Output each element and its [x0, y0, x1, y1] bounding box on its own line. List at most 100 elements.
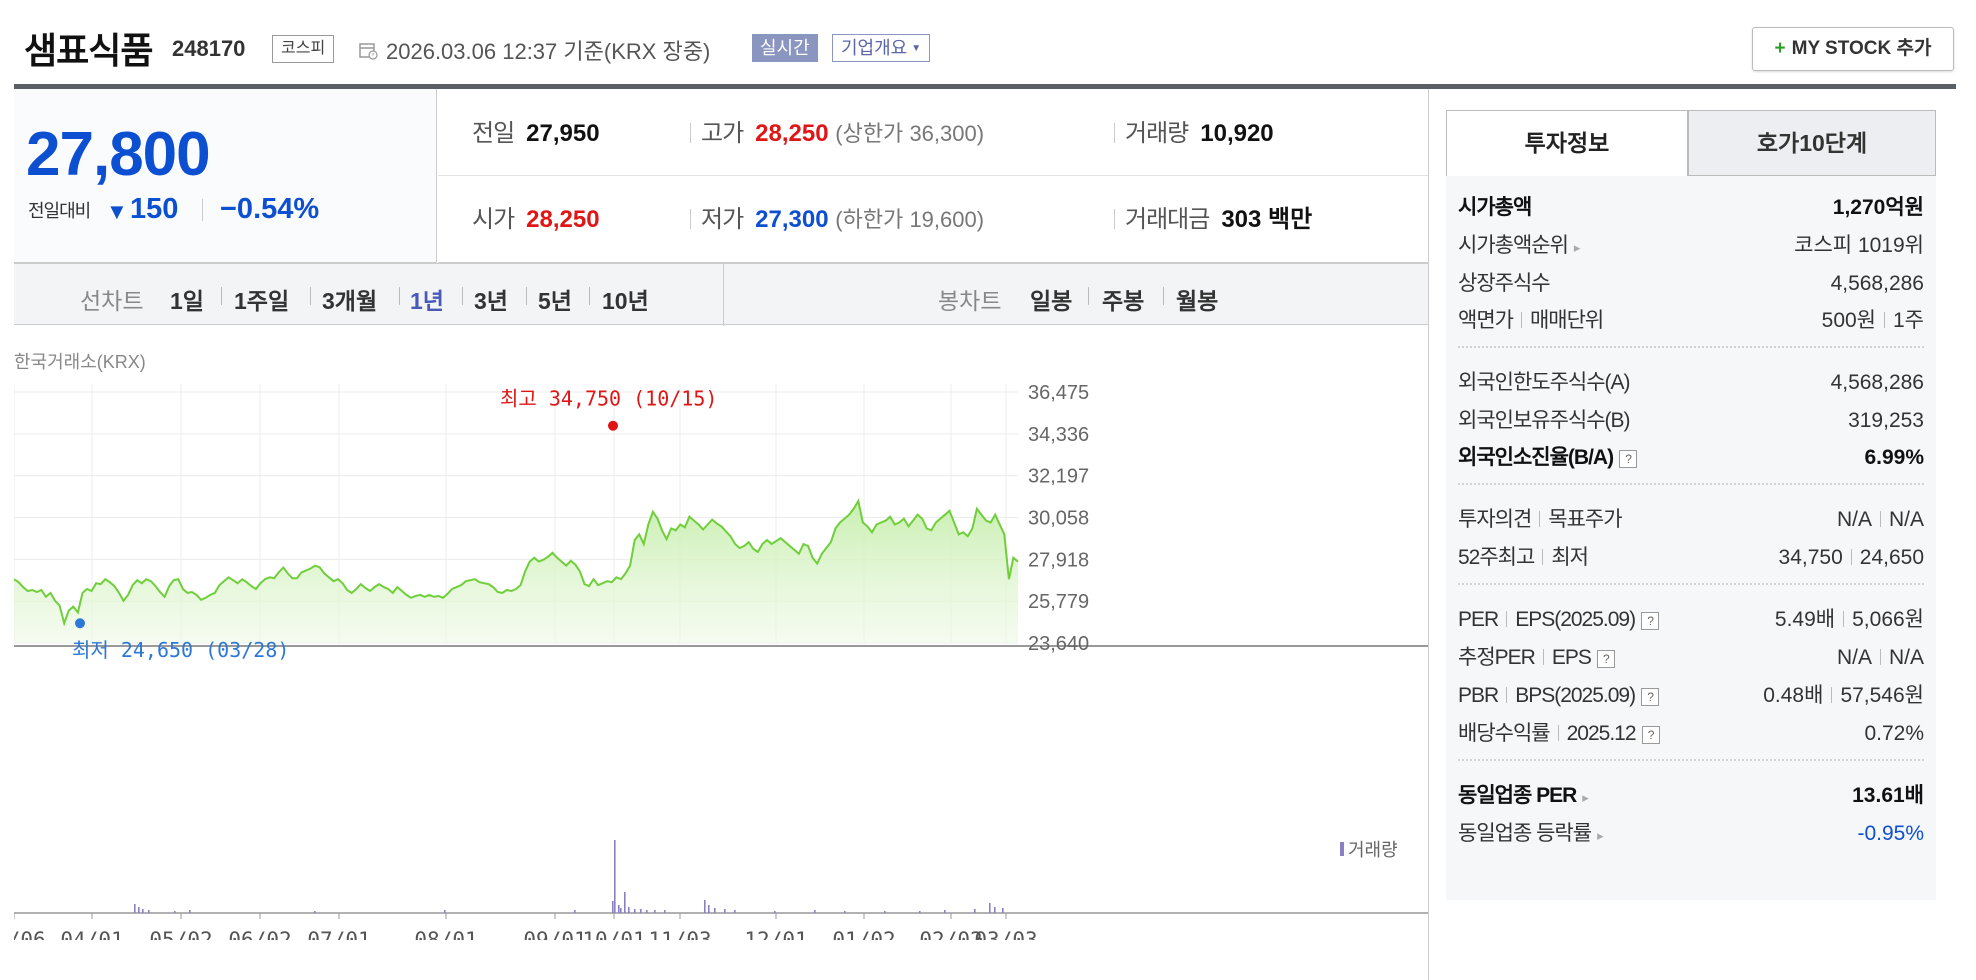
- caret-right-icon: ▸: [1597, 828, 1603, 843]
- high-label: 최고 34,750 (10/15): [500, 387, 717, 411]
- divider: [1539, 511, 1541, 527]
- company-info-label: 기업개요: [841, 38, 908, 58]
- divider: [1520, 312, 1522, 328]
- investment-info-body: 시가총액 1,270억원 시가총액순위 ▸ 코스피 1019위 상장주식수 4,568,28…: [1446, 176, 1936, 900]
- low-label: 저가: [701, 206, 744, 233]
- upper-limit-value: 36,300: [909, 121, 977, 146]
- period-1y[interactable]: 1년: [410, 288, 444, 314]
- help-icon[interactable]: ?: [1619, 450, 1638, 468]
- help-icon[interactable]: ?: [1596, 650, 1615, 668]
- info-value: 13.61배: [1852, 778, 1924, 814]
- volume-bar: [646, 910, 648, 913]
- period-1w[interactable]: 1주일: [234, 288, 290, 314]
- period-10y[interactable]: 10년: [602, 288, 649, 314]
- volume-bar: [628, 907, 630, 913]
- volume-bar: [664, 910, 666, 913]
- divider: [1831, 687, 1833, 703]
- info-label-text: 2025.12: [1566, 722, 1637, 745]
- row-divider: [438, 175, 1428, 176]
- low-marker: [75, 618, 85, 629]
- info-value-text: 4,568,286: [1830, 371, 1924, 394]
- volume-label: 거래량: [1125, 120, 1189, 147]
- price-change: 150: [130, 193, 179, 225]
- info-row: 투자의견 목표주가 N/A N/A: [1458, 502, 1924, 538]
- divider: [1884, 312, 1885, 328]
- volume-bar: [174, 911, 176, 913]
- info-label-text: PBR: [1458, 684, 1499, 707]
- volume-bar: [814, 910, 816, 913]
- x-tick-label: 09/01: [523, 928, 586, 940]
- section-divider: [1458, 583, 1924, 585]
- x-tick-label: 01/02: [832, 928, 895, 940]
- period-3m[interactable]: 3개월: [322, 288, 378, 314]
- volume-bar: [654, 910, 656, 913]
- info-value-text: 13.61배: [1852, 784, 1924, 807]
- info-value-text: 4,568,286: [1830, 272, 1924, 295]
- x-tick-label: 06/02: [228, 928, 291, 940]
- price-chart: 36,475 34,336 32,197 30,058 27,918 25,779 23,6…: [14, 382, 1428, 940]
- open-label: 시가: [472, 206, 515, 233]
- volume-bar: [994, 907, 996, 913]
- info-row: 외국인소진율(B/A)? 6.99%: [1458, 440, 1924, 476]
- prev-close-label: 전일: [472, 120, 515, 147]
- volume-bar: [624, 892, 626, 913]
- divider: [1114, 123, 1115, 143]
- high-label: 고가: [701, 120, 744, 147]
- candle-monthly[interactable]: 월봉: [1176, 288, 1219, 314]
- info-label-text: PER: [1458, 608, 1499, 631]
- add-my-stock-button[interactable]: + MY STOCK 추가: [1752, 27, 1954, 71]
- info-value: N/A N/A: [1837, 640, 1924, 676]
- lower-limit: (하한가 19,600): [835, 207, 985, 232]
- info-label-text: 시가총액: [1458, 196, 1532, 219]
- section-divider: [1458, 759, 1924, 761]
- lower-limit-label: 하한가: [842, 207, 904, 232]
- divider: [1879, 511, 1881, 527]
- divider: [1506, 687, 1508, 703]
- volume-bar: [138, 907, 140, 913]
- info-row: 동일업종 PER ▸ 13.61배: [1458, 778, 1924, 814]
- info-value-text: 1주: [1893, 309, 1924, 332]
- info-label-text: 시가총액순위: [1458, 234, 1569, 257]
- tab-investment-info[interactable]: 투자정보: [1446, 110, 1688, 176]
- info-row: PER EPS(2025.09)? 5.49배 5,066원: [1458, 602, 1924, 638]
- stock-name: 샘표식품: [24, 30, 153, 71]
- candle-weekly[interactable]: 주봉: [1102, 288, 1145, 314]
- company-info-dropdown[interactable]: 기업개요 ▼: [832, 34, 931, 62]
- x-tick-label: 11/03: [648, 928, 711, 940]
- y-tick-label: 25,779: [1028, 591, 1089, 613]
- help-icon[interactable]: ?: [1641, 612, 1660, 630]
- realtime-button[interactable]: 실시간: [752, 34, 818, 62]
- period-3y[interactable]: 3년: [474, 288, 508, 314]
- help-icon[interactable]: ?: [1641, 726, 1660, 744]
- x-tick-label: 10/01: [582, 928, 645, 940]
- help-icon[interactable]: ?: [1641, 688, 1660, 706]
- upper-limit: (상한가 36,300): [835, 121, 985, 146]
- stock-code: 248170: [172, 36, 246, 61]
- info-label: PER EPS(2025.09)?: [1458, 602, 1660, 638]
- info-label: 상장주식수: [1458, 266, 1551, 302]
- volume-bar: [148, 910, 150, 913]
- info-value: 5.49배 5,066원: [1775, 602, 1924, 638]
- divider: [1843, 611, 1845, 627]
- volume-legend-label: 거래량: [1348, 840, 1398, 860]
- divider: [310, 287, 311, 305]
- x-tick-label: 02/02: [919, 928, 982, 940]
- change-label: 전일대비: [28, 201, 91, 221]
- volume-bar: [142, 909, 144, 913]
- volume-bar: [919, 911, 921, 913]
- x-tick-label: 08/01: [414, 928, 477, 940]
- low-price: 저가 27,300 (하한가 19,600): [690, 199, 984, 234]
- period-1d[interactable]: 1일: [170, 288, 204, 314]
- info-value-text: 5.49배: [1774, 608, 1836, 631]
- volume-bar: [634, 909, 636, 913]
- trade-amount-label: 거래대금: [1125, 206, 1210, 233]
- divider: [1542, 549, 1544, 565]
- volume-bar: [1002, 908, 1004, 913]
- candle-daily[interactable]: 일봉: [1030, 288, 1073, 314]
- volume-bar: [618, 905, 620, 913]
- info-value: N/A N/A: [1837, 502, 1924, 538]
- info-label: 시가총액: [1458, 190, 1532, 226]
- info-label-text: 외국인소진율(B/A): [1458, 446, 1614, 469]
- period-5y[interactable]: 5년: [538, 288, 572, 314]
- tab-order-book[interactable]: 호가10단계: [1688, 110, 1936, 176]
